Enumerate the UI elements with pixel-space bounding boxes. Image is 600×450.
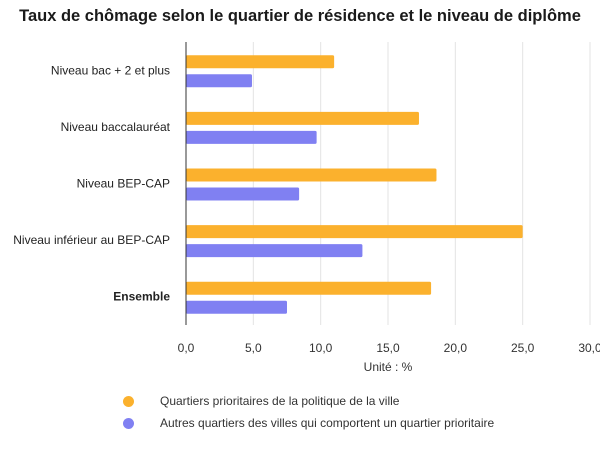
bar [186,300,287,314]
legend-marker-purple [123,417,134,429]
legend-item-qpv: Quartiers prioritaires de la politique d… [123,390,494,412]
legend-item-autres: Autres quartiers des villes qui comporte… [123,412,494,434]
bar [186,187,300,201]
legend-marker-orange [123,395,134,407]
category-label: Niveau bac + 2 et plus [51,63,170,77]
legend-label-qpv: Quartiers prioritaires de la politique d… [160,394,400,408]
category-label: Niveau inférieur au BEP-CAP [13,233,170,247]
bar [186,281,432,295]
bar [186,111,419,125]
bar [186,225,523,239]
bar [186,55,335,69]
bar-chart: 0,0 5,0 10,0 15,0 20,0 25,0 30,0 Niveau bac + 2… [13,42,600,374]
x-tick-label: 20,0 [444,341,468,355]
x-tick-label: 10,0 [309,341,333,355]
legend: Quartiers prioritaires de la politique d… [123,390,494,434]
chart-title: Taux de chômage selon le quartier de rés… [19,7,581,25]
category-label: Niveau baccalauréat [61,120,171,134]
bar [186,244,363,258]
x-tick-label: 30,0 [578,341,600,355]
bar [186,168,437,182]
category-label: Niveau BEP-CAP [77,177,170,191]
x-tick-label: 15,0 [376,341,400,355]
x-tick-label: 25,0 [511,341,535,355]
x-axis-label: Unité : % [364,360,413,374]
x-tick-label: 5,0 [245,341,262,355]
x-tick-label: 0,0 [178,341,195,355]
category-label: Ensemble [113,290,170,304]
legend-label-autres: Autres quartiers des villes qui comporte… [160,416,495,430]
bar [186,74,252,88]
bar [186,130,317,144]
